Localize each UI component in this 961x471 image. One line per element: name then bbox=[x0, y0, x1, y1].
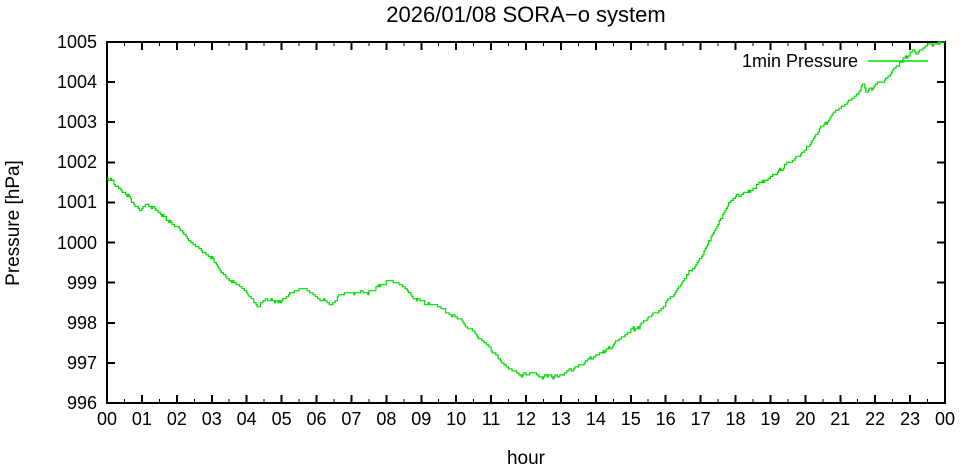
y-tick-label-5: 1001 bbox=[56, 192, 97, 213]
x-tick-label-5: 05 bbox=[271, 409, 292, 429]
y-tick-label-6: 1002 bbox=[56, 152, 97, 173]
plot-border bbox=[106, 41, 946, 404]
x-tick-label-15: 15 bbox=[620, 409, 641, 429]
x-tick-label-4: 04 bbox=[236, 409, 257, 429]
x-tick-label-20: 20 bbox=[795, 409, 816, 429]
x-tick-label-23: 23 bbox=[900, 409, 921, 429]
y-tick-label-8: 1004 bbox=[56, 72, 97, 93]
x-tick-label-22: 22 bbox=[865, 409, 886, 429]
x-tick-label-10: 10 bbox=[446, 409, 467, 429]
x-tick-label-13: 13 bbox=[550, 409, 571, 429]
y-tick-label-1: 997 bbox=[66, 352, 97, 373]
x-tick-label-18: 18 bbox=[725, 409, 746, 429]
chart-title: 2026/01/08 SORA−o system bbox=[386, 2, 666, 27]
x-tick-label-2: 02 bbox=[166, 409, 187, 429]
x-tick-label-21: 21 bbox=[830, 409, 851, 429]
x-tick-label-3: 03 bbox=[201, 409, 222, 429]
x-tick-label-0: 00 bbox=[96, 409, 118, 429]
x-tick-label-12: 12 bbox=[515, 409, 537, 429]
x-tick-label-16: 16 bbox=[655, 409, 676, 429]
x-tick-label-14: 14 bbox=[585, 409, 606, 429]
x-tick-label-8: 08 bbox=[376, 409, 397, 429]
x-tick-label-1: 01 bbox=[131, 409, 152, 429]
x-tick-label-9: 09 bbox=[411, 409, 432, 429]
x-axis-label: hour bbox=[506, 448, 546, 469]
x-tick-label-17: 17 bbox=[690, 409, 711, 429]
legend-label: 1min Pressure bbox=[741, 51, 858, 71]
y-tick-label-0: 996 bbox=[66, 393, 97, 413]
x-tick-label-7: 07 bbox=[341, 409, 362, 429]
y-tick-label-2: 998 bbox=[66, 312, 97, 333]
pressure-line bbox=[107, 41, 945, 380]
y-tick-label-7: 1003 bbox=[56, 112, 97, 133]
x-tick-label-11: 11 bbox=[481, 409, 501, 429]
y-tick-label-3: 999 bbox=[66, 272, 97, 293]
y-tick-label-9: 1005 bbox=[56, 32, 97, 52]
x-tick-label-24: 00 bbox=[934, 409, 956, 429]
x-tick-label-6: 06 bbox=[306, 409, 327, 429]
x-tick-label-19: 19 bbox=[760, 409, 781, 429]
y-tick-label-4: 1000 bbox=[56, 232, 97, 253]
